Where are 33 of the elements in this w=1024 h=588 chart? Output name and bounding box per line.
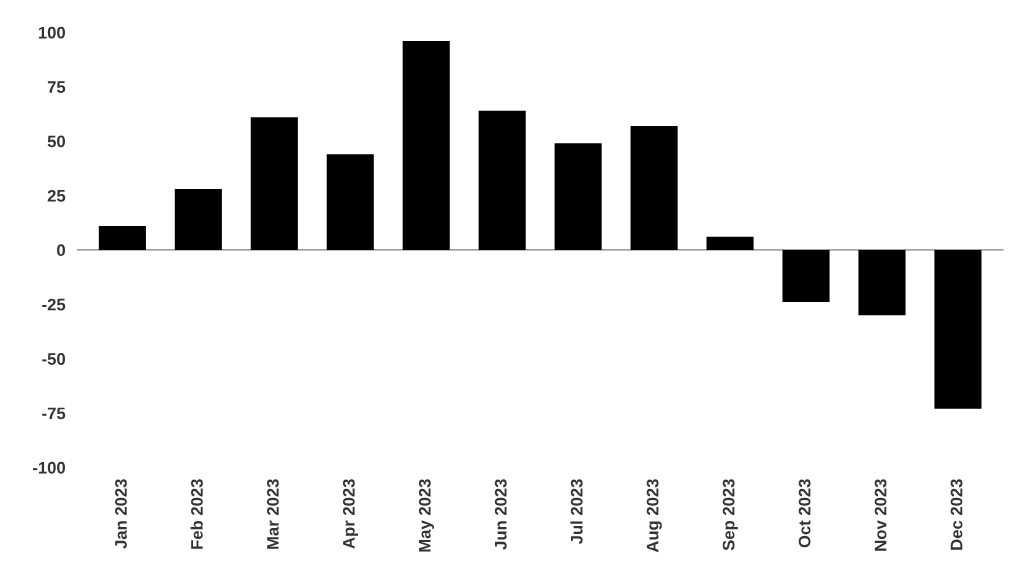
bar bbox=[174, 188, 222, 250]
y-tick-label: -50 bbox=[42, 353, 66, 365]
x-tick-label: Oct 2023 bbox=[798, 479, 811, 548]
y-tick-label: -75 bbox=[42, 407, 66, 420]
bar bbox=[554, 143, 602, 250]
bar bbox=[478, 110, 526, 250]
bar bbox=[782, 249, 830, 303]
x-tick-label: Aug 2023 bbox=[646, 479, 662, 553]
x-tick-label: Feb 2023 bbox=[190, 479, 203, 549]
y-tick-label: -100 bbox=[32, 461, 66, 474]
bar bbox=[326, 154, 374, 250]
bar bbox=[250, 117, 298, 250]
x-tick-label: Apr 2023 bbox=[342, 479, 359, 549]
bar bbox=[858, 249, 906, 316]
x-tick-label: May 2023 bbox=[418, 479, 434, 552]
x-tick-label: Dec 2023 bbox=[950, 479, 963, 550]
y-tick-label: 75 bbox=[47, 81, 66, 93]
y-tick-label: -25 bbox=[42, 298, 66, 311]
bar bbox=[98, 225, 146, 250]
x-tick-label: Jan 2023 bbox=[115, 479, 127, 549]
y-tick-label: 100 bbox=[38, 26, 66, 39]
bar bbox=[934, 249, 982, 409]
x-tick-label: Mar 2023 bbox=[266, 479, 279, 549]
y-tick-label: 25 bbox=[47, 189, 66, 202]
x-tick-label: Sep 2023 bbox=[722, 479, 738, 551]
x-tick-label: Nov 2023 bbox=[874, 479, 887, 551]
bar bbox=[630, 125, 678, 250]
y-tick-label: 50 bbox=[47, 135, 66, 148]
x-tick-label: Jul 2023 bbox=[570, 479, 583, 545]
x-tick-label: Jun 2023 bbox=[494, 479, 507, 550]
bar bbox=[706, 236, 754, 250]
bar bbox=[402, 41, 450, 250]
y-tick-label: 0 bbox=[57, 244, 66, 257]
